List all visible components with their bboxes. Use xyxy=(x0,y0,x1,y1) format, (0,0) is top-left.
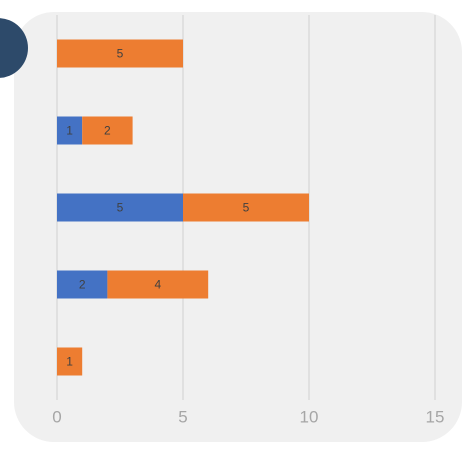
data-label: 5 xyxy=(243,201,250,215)
plot-background xyxy=(14,12,462,442)
data-label: 1 xyxy=(66,355,73,369)
bar-segment xyxy=(57,193,183,222)
x-tick-label: 0 xyxy=(52,407,61,426)
x-tick-label: 5 xyxy=(178,407,187,426)
bar-segment xyxy=(183,193,309,222)
bar-segment xyxy=(57,39,183,68)
bar-segment xyxy=(57,270,108,299)
data-label: 2 xyxy=(79,278,86,292)
x-tick-label: 15 xyxy=(426,407,445,426)
bar-segment xyxy=(57,116,83,145)
data-label: 1 xyxy=(66,124,73,138)
data-label: 4 xyxy=(154,278,161,292)
data-label: 5 xyxy=(117,201,124,215)
badge xyxy=(0,18,28,78)
data-label: 5 xyxy=(117,47,124,61)
data-label: 2 xyxy=(104,124,111,138)
x-tick-label: 10 xyxy=(300,407,319,426)
bar-segment xyxy=(107,270,209,299)
bar-segment xyxy=(57,347,83,376)
bar-segment xyxy=(82,116,133,145)
